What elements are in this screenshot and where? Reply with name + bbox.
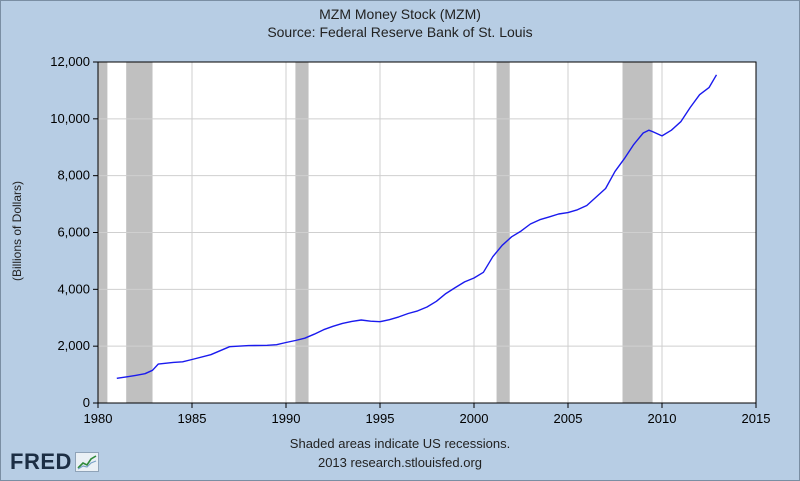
x-tick-label: 2015 <box>742 411 771 426</box>
y-tick-label: 2,000 <box>57 338 90 353</box>
series-line <box>116 74 718 379</box>
x-tick-label: 1980 <box>84 411 113 426</box>
x-tick-label: 1990 <box>272 411 301 426</box>
grid-lines <box>98 62 756 403</box>
x-tick-label: 1995 <box>366 411 395 426</box>
chart-icon <box>74 452 99 472</box>
fred-logo-text: FRED <box>10 449 72 474</box>
x-tick-label: 1985 <box>178 411 207 426</box>
recession-note: Shaded areas indicate US recessions. <box>289 436 511 451</box>
y-tick-label: 12,000 <box>50 54 90 69</box>
y-tick-label: 8,000 <box>57 168 90 183</box>
chart-subtitle: Source: Federal Reserve Bank of St. Loui… <box>267 24 533 40</box>
chart-title: MZM Money Stock (MZM) <box>319 6 481 22</box>
source-footer: 2013 research.stlouisfed.org <box>317 455 483 470</box>
x-tick-label: 2010 <box>648 411 677 426</box>
y-tick-label: 0 <box>83 395 90 410</box>
x-tick-label: 2005 <box>554 411 583 426</box>
series-layer <box>116 74 718 379</box>
y-tick-label: 6,000 <box>57 225 90 240</box>
x-tick-label: 2000 <box>460 411 489 426</box>
y-tick-label: 4,000 <box>57 281 90 296</box>
y-tick-label: 10,000 <box>50 111 90 126</box>
tick-labels: 1980 1985 1990 1995 2000 2005 2010 2015 0 2,000 4,… <box>50 54 770 426</box>
fred-logo: FRED <box>10 449 99 475</box>
